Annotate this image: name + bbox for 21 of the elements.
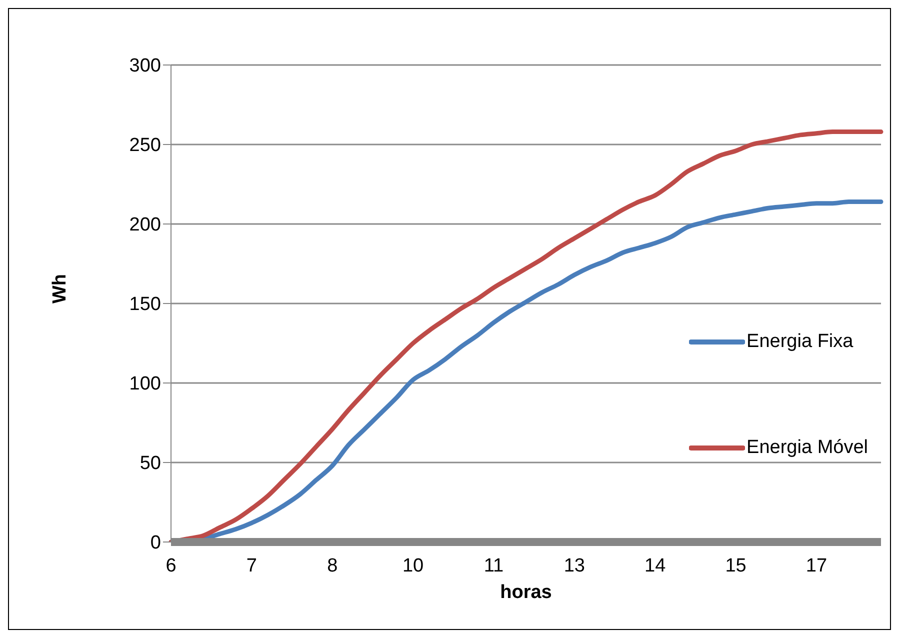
x-tick-label: 15 (725, 555, 746, 576)
legend-label: Energia Fixa (746, 331, 854, 353)
x-tick-label: 14 (644, 555, 666, 576)
y-axis-title: Wh (50, 274, 71, 304)
y-tick-label: 150 (129, 294, 161, 316)
line-series (168, 130, 884, 542)
x-tick-label: 17 (806, 555, 828, 576)
x-tick-label: 8 (327, 555, 338, 576)
y-tick-label: 100 (129, 374, 161, 395)
x-tick-label: 11 (484, 555, 504, 576)
y-tick-label: 50 (140, 453, 161, 474)
x-tick-label: 6 (166, 555, 176, 576)
x-tick-label: 7 (246, 555, 257, 576)
x-tick-label: 10 (402, 555, 424, 576)
y-tick-label: 200 (129, 214, 161, 236)
legend-label: Energia Móvel (746, 437, 868, 459)
x-tick-label: 13 (564, 555, 585, 576)
x-axis-title: horas (500, 582, 552, 603)
y-tick-label: 0 (150, 532, 161, 554)
y-tick-label: 300 (129, 56, 161, 77)
y-tick-label: 250 (129, 135, 161, 156)
